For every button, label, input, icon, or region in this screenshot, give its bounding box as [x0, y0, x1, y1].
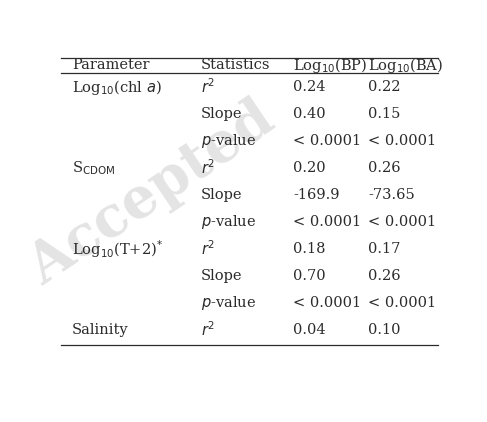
- Text: < 0.0001: < 0.0001: [369, 134, 437, 148]
- Text: $p$-value: $p$-value: [201, 132, 256, 150]
- Text: $r^{2}$: $r^{2}$: [201, 78, 215, 96]
- Text: Parameter: Parameter: [72, 58, 150, 72]
- Text: Slope: Slope: [201, 107, 242, 121]
- Text: < 0.0001: < 0.0001: [293, 215, 361, 229]
- Text: Slope: Slope: [201, 188, 242, 202]
- Text: < 0.0001: < 0.0001: [369, 215, 437, 229]
- Text: 0.17: 0.17: [369, 242, 401, 256]
- Text: $p$-value: $p$-value: [201, 294, 256, 312]
- Text: 0.22: 0.22: [369, 80, 401, 94]
- Text: 0.40: 0.40: [293, 107, 326, 121]
- Text: 0.24: 0.24: [293, 80, 325, 94]
- Text: 0.18: 0.18: [293, 242, 325, 256]
- Text: -169.9: -169.9: [293, 188, 339, 202]
- Text: S$_{\mathrm{CDOM}}$: S$_{\mathrm{CDOM}}$: [72, 159, 115, 177]
- Text: 0.15: 0.15: [369, 107, 401, 121]
- Text: $p$-value: $p$-value: [201, 213, 256, 231]
- Text: 0.26: 0.26: [369, 161, 401, 175]
- Text: Slope: Slope: [201, 269, 242, 283]
- Text: $r^{2}$: $r^{2}$: [201, 320, 215, 339]
- Text: Log$_{10}$(BP): Log$_{10}$(BP): [293, 56, 367, 75]
- Text: 0.10: 0.10: [369, 323, 401, 337]
- Text: < 0.0001: < 0.0001: [293, 134, 361, 148]
- Text: 0.26: 0.26: [369, 269, 401, 283]
- Text: $r^{2}$: $r^{2}$: [201, 159, 215, 177]
- Text: Statistics: Statistics: [201, 58, 270, 72]
- Text: Log$_{10}$(chl $a$): Log$_{10}$(chl $a$): [72, 78, 162, 97]
- Text: < 0.0001: < 0.0001: [369, 296, 437, 310]
- Text: 0.70: 0.70: [293, 269, 326, 283]
- Text: $r^{2}$: $r^{2}$: [201, 240, 215, 258]
- Text: Log$_{10}$(T+2)$^{*}$: Log$_{10}$(T+2)$^{*}$: [72, 238, 164, 260]
- Text: 0.04: 0.04: [293, 323, 326, 337]
- Text: Salinity: Salinity: [72, 323, 129, 337]
- Text: < 0.0001: < 0.0001: [293, 296, 361, 310]
- Text: Log$_{10}$(BA): Log$_{10}$(BA): [369, 56, 444, 75]
- Text: 0.20: 0.20: [293, 161, 326, 175]
- Text: -73.65: -73.65: [369, 188, 415, 202]
- Text: Accepted: Accepted: [19, 92, 284, 296]
